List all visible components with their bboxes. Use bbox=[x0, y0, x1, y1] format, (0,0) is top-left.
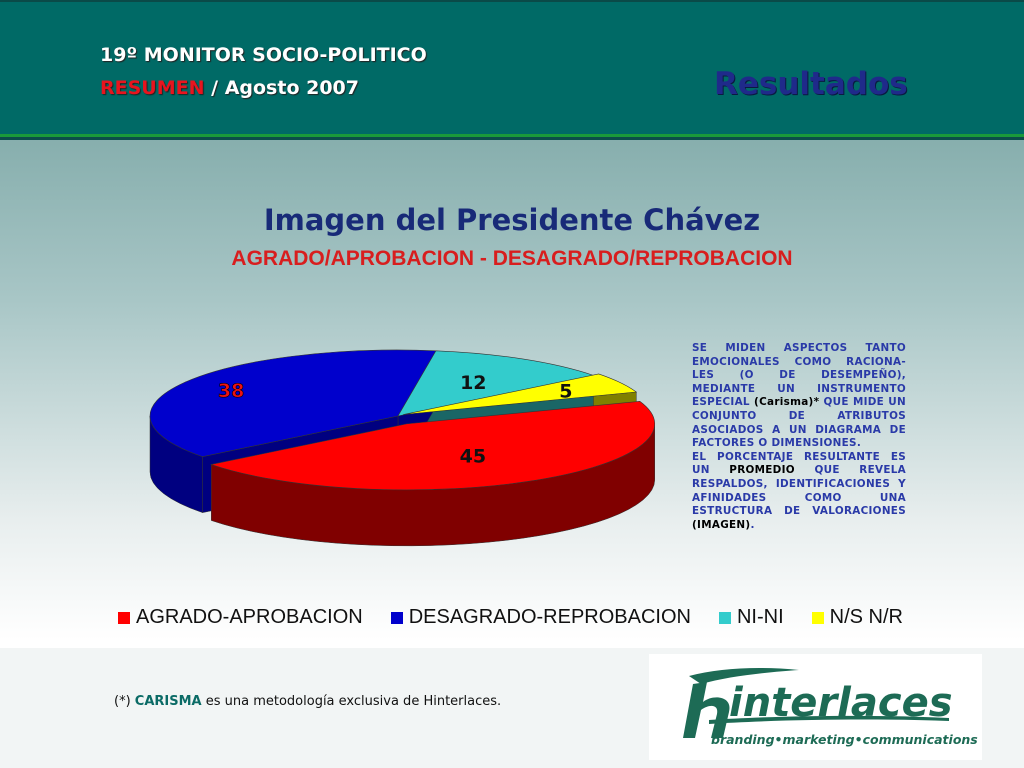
header-divider bbox=[0, 134, 1024, 137]
legend-label: N/S N/R bbox=[829, 606, 903, 628]
chart-subtitle: AGRADO/APROBACION - DESAGRADO/REPROBACIO… bbox=[231, 247, 793, 270]
footnote-mark: (*) bbox=[114, 694, 135, 709]
logo-tagline: branding•marketing•communications bbox=[711, 732, 978, 747]
report-date: / Agosto 2007 bbox=[211, 77, 359, 99]
footnote-carisma: CARISMA bbox=[134, 694, 202, 709]
desc-carisma: (Carisma)* bbox=[754, 396, 820, 409]
chart-legend: AGRADO-APROBACION DESAGRADO-REPROBACION … bbox=[118, 606, 903, 629]
footnote: (*) CARISMA es una metodología exclusiva… bbox=[114, 694, 501, 709]
legend-label: DESAGRADO-REPROBACION bbox=[408, 606, 691, 628]
desc-text: . bbox=[750, 518, 755, 531]
header-divider-shadow bbox=[0, 137, 1024, 140]
section-title: Resultados bbox=[714, 66, 908, 102]
legend-swatch bbox=[718, 611, 731, 624]
pie-slice-desagrado bbox=[149, 349, 437, 457]
header-band bbox=[0, 0, 1024, 136]
legend-item-nini: NI-NI bbox=[718, 606, 784, 629]
legend-item-desagrado: DESAGRADO-REPROBACION bbox=[390, 606, 691, 629]
monitor-title: 19º MONITOR SOCIO-POLITICO bbox=[100, 44, 427, 66]
legend-label: NI-NI bbox=[736, 606, 784, 628]
legend-swatch bbox=[811, 611, 824, 624]
pie-slice-nini bbox=[397, 350, 595, 417]
desc-text: SE MIDEN ASPECTOS TANTO EMOCIONALES COMO… bbox=[692, 342, 906, 409]
hinterlaces-logo-mark: interlaces branding•marketing•communicat… bbox=[683, 668, 978, 747]
desc-text: QUE MIDE UN CONJUNTO DE ATRIBUTOS ASOCIA… bbox=[692, 396, 906, 450]
pie-label-desagrado: 38 bbox=[218, 380, 244, 402]
desc-imagen: (IMAGEN) bbox=[692, 518, 751, 531]
hinterlaces-logo: interlaces branding•marketing•communicat… bbox=[649, 654, 982, 760]
desc-promedio: PROMEDIO bbox=[729, 464, 795, 477]
pie-label-nini: 12 bbox=[460, 372, 486, 394]
report-subline: RESUMEN / Agosto 2007 bbox=[100, 77, 359, 99]
legend-item-nsnr: N/S N/R bbox=[811, 606, 903, 629]
chart-title: Imagen del Presidente Chávez bbox=[263, 203, 761, 237]
legend-swatch bbox=[118, 611, 130, 624]
pie-chart: 45 38 12 5 bbox=[149, 349, 655, 547]
pie-slice-agrado bbox=[210, 400, 655, 491]
legend-item-agrado: AGRADO-APROBACION bbox=[118, 606, 363, 629]
legend-label: AGRADO-APROBACION bbox=[136, 606, 363, 628]
resumen-label: RESUMEN bbox=[100, 77, 205, 99]
methodology-description: SE MIDEN ASPECTOS TANTO EMOCIONALES COMO… bbox=[692, 342, 906, 532]
pie-label-agrado: 45 bbox=[460, 446, 486, 468]
desc-text: QUE REVELA RESPALDOS, IDENTIFICACIONES Y… bbox=[692, 464, 906, 518]
pie-slice-nsnr bbox=[403, 373, 638, 415]
pie-label-nsnr: 5 bbox=[559, 381, 572, 403]
legend-swatch bbox=[390, 611, 403, 624]
desc-text: EL PORCENTAJE RESULTANTE ES UN bbox=[692, 450, 906, 477]
footnote-text: es una metodología exclusiva de Hinterla… bbox=[201, 694, 502, 709]
